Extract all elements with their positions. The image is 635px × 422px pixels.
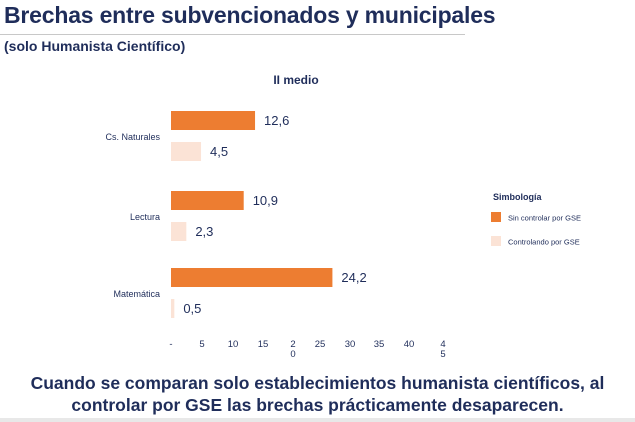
bar-controlando [171, 299, 175, 318]
page-title: Brechas entre subvencionados y municipal… [4, 2, 496, 28]
category-label: Lectura [130, 212, 160, 222]
page-subtitle: (solo Humanista Científico) [4, 38, 186, 54]
category-label: Matemática [113, 289, 160, 299]
x-tick-label: 4 [440, 339, 445, 350]
legend-label: Controlando por GSE [508, 238, 580, 247]
x-tick-label: 25 [315, 339, 326, 350]
legend-swatch-sin [491, 212, 501, 222]
x-tick-label: 5 [440, 349, 445, 360]
data-label: 2,3 [195, 224, 213, 239]
chart-title: II medio [273, 73, 318, 87]
title-divider [0, 34, 465, 35]
x-tick-label: 30 [345, 339, 356, 350]
caption-line-1: Cuando se comparan solo establecimientos… [30, 373, 605, 393]
bar-sin-controlar [171, 268, 333, 287]
bar-chart: II medio Cs. Naturales 12,6 4,5 Lectura 10,9 2… [105, 73, 581, 360]
caption: Cuando se comparan solo establecimientos… [0, 372, 635, 416]
x-tick-label: 10 [228, 339, 239, 350]
caption-line-2: controlar por GSE las brechas prácticame… [71, 395, 564, 415]
legend-label: Sin controlar por GSE [508, 214, 581, 223]
bottom-band [0, 418, 635, 422]
x-tick-label: 5 [199, 339, 204, 350]
x-tick-label: - [169, 339, 172, 350]
x-tick-label: 0 [290, 349, 295, 360]
x-tick-label: 40 [404, 339, 415, 350]
legend-title: Simbología [493, 192, 542, 202]
category-label: Cs. Naturales [105, 132, 160, 142]
data-label: 4,5 [210, 144, 228, 159]
x-tick-label: 15 [258, 339, 269, 350]
bar-controlando [171, 222, 187, 241]
data-label: 24,2 [341, 270, 366, 285]
x-tick-label: 35 [374, 339, 385, 350]
bar-sin-controlar [171, 111, 256, 130]
data-label: 0,5 [183, 301, 201, 316]
legend-swatch-con [491, 236, 501, 246]
bar-sin-controlar [171, 191, 244, 210]
data-label: 10,9 [253, 193, 278, 208]
data-label: 12,6 [264, 113, 289, 128]
bar-controlando [171, 142, 202, 161]
x-tick-label: 2 [290, 339, 295, 350]
